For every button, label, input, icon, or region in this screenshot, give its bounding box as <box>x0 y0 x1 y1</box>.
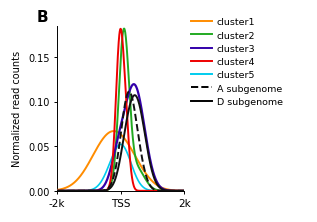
Text: B: B <box>37 10 49 25</box>
Legend: cluster1, cluster2, cluster3, cluster4, cluster5, A subgenome, D subgenome: cluster1, cluster2, cluster3, cluster4, … <box>191 18 282 106</box>
Y-axis label: Normalized read counts: Normalized read counts <box>12 51 23 167</box>
